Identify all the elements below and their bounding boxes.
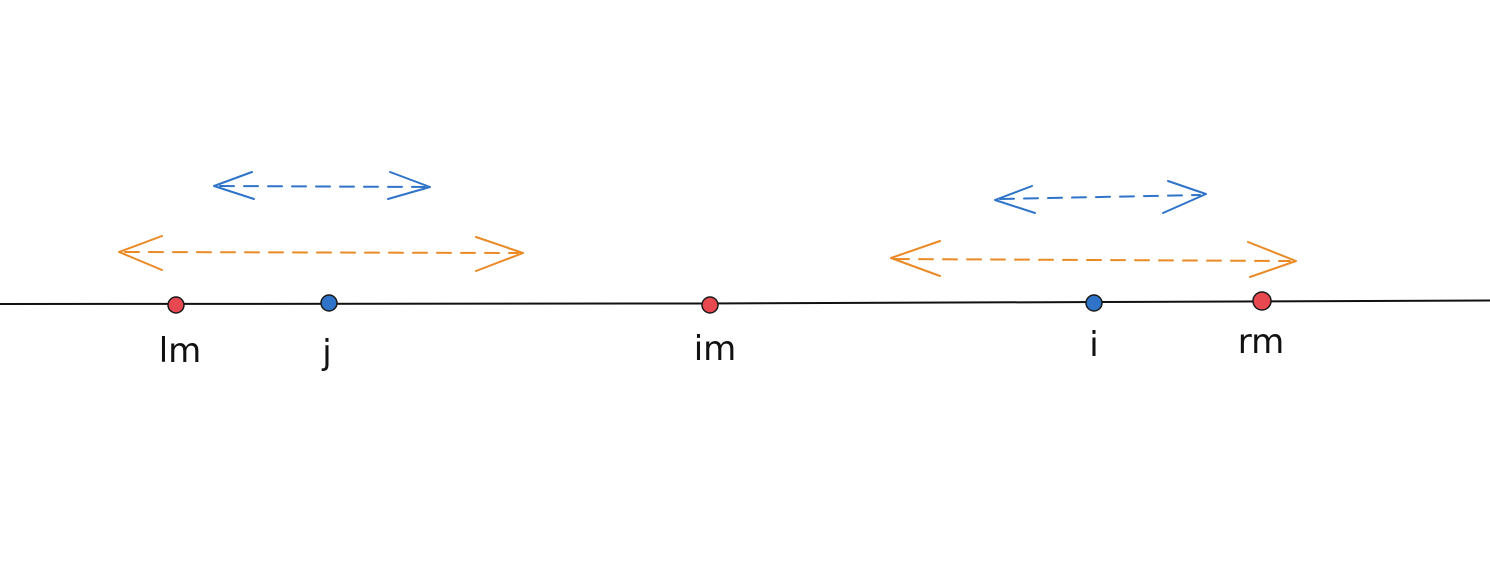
- point-lm: lm: [159, 296, 202, 371]
- point-label: j: [321, 333, 331, 373]
- right-outer-range: [890, 240, 1297, 278]
- point-label: rm: [1238, 322, 1285, 362]
- point-i: i: [1085, 294, 1103, 365]
- point-j: j: [320, 294, 338, 373]
- point-label: im: [694, 329, 737, 369]
- number-line: [0, 299, 1490, 305]
- left-inner-range: [213, 171, 431, 200]
- left-outer-range: [118, 235, 524, 272]
- point-label: lm: [159, 331, 202, 371]
- point-im: im: [694, 296, 737, 369]
- right-inner-range: [994, 180, 1207, 214]
- point-rm: rm: [1238, 291, 1285, 362]
- point-label: i: [1089, 325, 1098, 365]
